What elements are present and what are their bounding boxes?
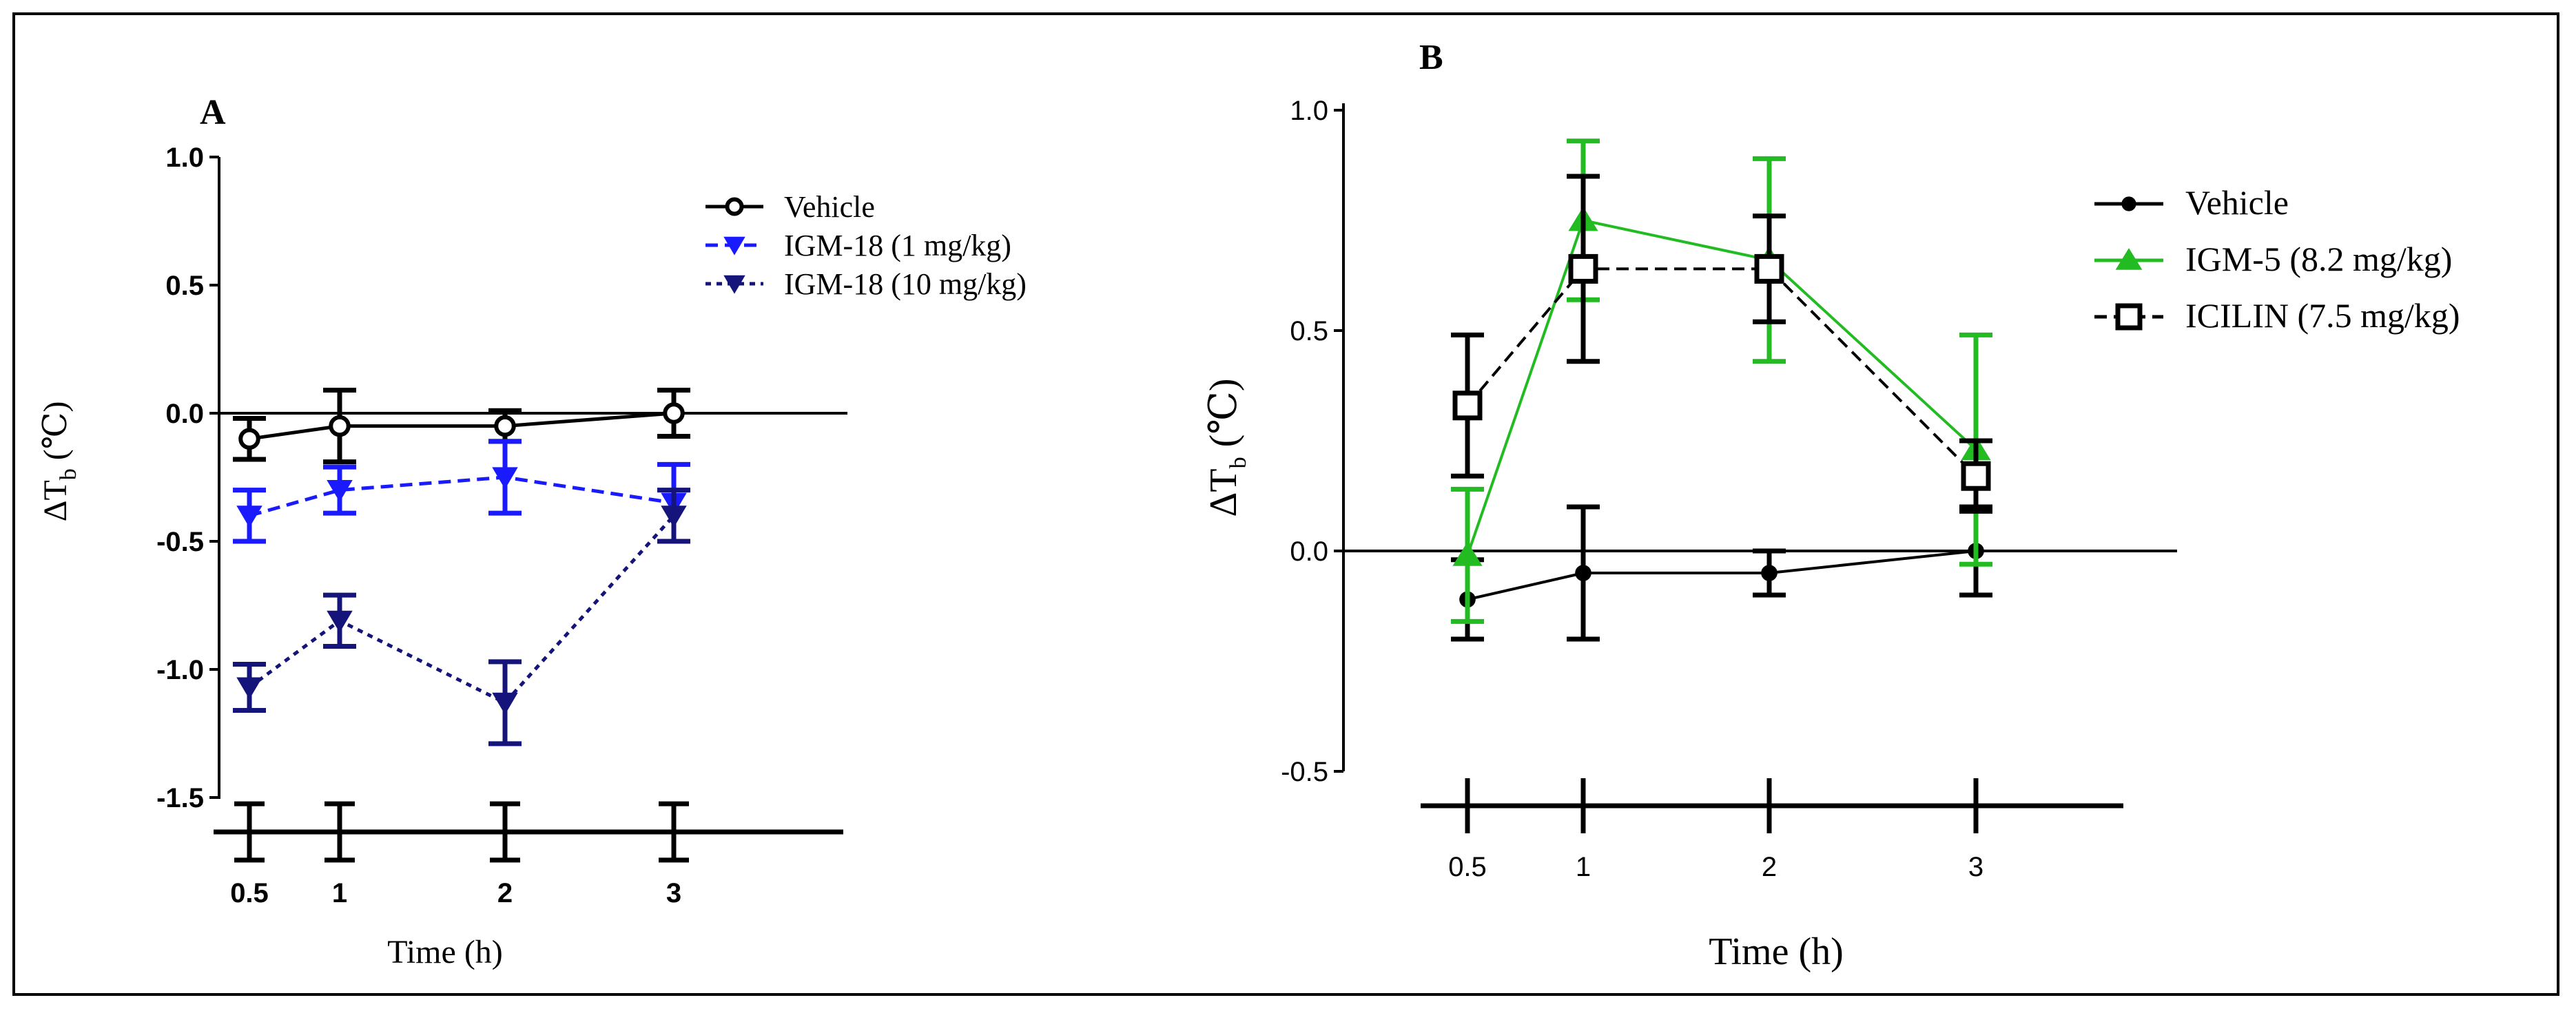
figure-border (12, 12, 2559, 996)
panel-b-series-0 (1451, 504, 1992, 642)
panel-b-x-tick-label: 2 (1762, 852, 1777, 882)
panel-a-x-tick-label: 2 (497, 878, 513, 908)
panel-a-y-tick-label: -0.5 (156, 527, 204, 557)
panel-a-data-point (492, 692, 518, 715)
panel-b-letter: B (1419, 38, 1443, 77)
panel-b-series-line (1467, 550, 1977, 601)
panel-a-data-point (236, 677, 262, 700)
panel-b-legend-label: IGM-5 (8.2 mg/kg) (2185, 240, 2452, 278)
panel-a-series-0 (233, 388, 690, 465)
panel-b-y-axis-title-main: ΔT (1202, 468, 1245, 517)
panel-b-legend-marker (2121, 196, 2136, 211)
panel-b-legend-marker (2115, 248, 2143, 270)
panel-a-x-tick-label: 1 (332, 878, 347, 908)
panel-a-data-point (494, 415, 516, 437)
panel-a-data-point (663, 402, 685, 424)
panel-b-x-tick-label: 1 (1576, 852, 1591, 882)
panel-a-y-axis-title-sub: b (56, 468, 81, 480)
panel-a-series-1 (233, 439, 690, 544)
panel-b-data-point (1761, 565, 1778, 581)
panel-a-y-tick-label: 0.0 (165, 399, 204, 429)
panel-b-legend-label: ICILIN (7.5 mg/kg) (2185, 296, 2460, 335)
panel-a-data-point (492, 467, 518, 490)
panel-b-data-point (1575, 565, 1591, 581)
panel-b-data-point (1452, 390, 1483, 421)
panel-a-y-tick-label: -1.5 (156, 783, 204, 813)
panel-a-series-line (249, 411, 674, 441)
panel-a-legend-label: IGM-18 (10 mg/kg) (784, 267, 1027, 301)
panel-b-series-1 (1451, 138, 1992, 624)
panel-b-y-tick-label: 1.0 (1290, 96, 1328, 126)
panel-b-series-2 (1451, 174, 1992, 514)
panel-b-legend-label: Vehicle (2185, 183, 2289, 222)
panel-a-data-point (327, 480, 353, 502)
panel-a-y-tick-label: 1.0 (165, 143, 204, 173)
panel-a-x-tick-label: 0.5 (230, 878, 269, 908)
panel-b-y-axis-title-unit: (℃) (1202, 378, 1245, 457)
panel-a-legend-label: Vehicle (784, 190, 875, 224)
panel-a-legend-marker (723, 236, 745, 256)
panel-a-legend-label: IGM-18 (1 mg/kg) (784, 229, 1011, 262)
panel-b-y-tick-label: 0.0 (1290, 536, 1328, 567)
panel-b-data-point (1961, 461, 1991, 491)
panel-a-data-point (327, 610, 353, 633)
panel-a-series-line (249, 475, 674, 518)
panel-a-data-point (661, 506, 687, 528)
panel-a-letter: A (200, 93, 226, 132)
panel-a-series-2 (233, 488, 690, 747)
panel-b-x-tick-label: 3 (1968, 852, 1983, 882)
panel-a-legend-marker (725, 197, 744, 216)
panel-b-legend-marker (2115, 303, 2143, 331)
panel-a-data-point (238, 428, 260, 450)
panel-a-x-tick-label: 3 (666, 878, 681, 908)
panel-b-x-tick-label: 0.5 (1448, 852, 1487, 882)
panel-b-y-tick-label: 0.5 (1290, 316, 1328, 346)
panel-b-data-point (1452, 541, 1483, 566)
panel-a-data-point (329, 415, 351, 437)
panel-b-x-axis-title: Time (h) (1709, 930, 1844, 973)
panel-a-y-tick-label: 0.5 (165, 271, 204, 301)
panel-a-legend-marker (723, 275, 745, 294)
panel-a-y-axis-title: ΔTb (℃) (37, 402, 81, 522)
panel-b-y-axis-title: ΔTb (℃) (1202, 378, 1251, 517)
panel-a-series-line (248, 514, 675, 705)
panel-b-y-tick-label: -0.5 (1281, 757, 1328, 787)
panel-b-series-line (1466, 267, 1977, 477)
panel-b-data-point (1754, 253, 1784, 284)
panel-b: B 1.0 0.5 0.0 -0.5 0.5 1 2 3 Time (h) ΔTb (℃) Vehic… (1202, 38, 2460, 973)
panel-a-x-axis-title: Time (h) (387, 934, 503, 970)
panel-a-y-axis-title-main: ΔT (37, 480, 74, 521)
panel-a-data-point (236, 506, 262, 528)
panel-a-y-axis-title-unit: (℃) (37, 402, 74, 469)
panel-a: A 1.0 0.5 0.0 -0.5 -1.0 -1.5 0.5 1 2 3 Time (h) ΔTb … (37, 93, 1027, 970)
panel-b-series-line (1466, 218, 1977, 556)
panel-a-y-tick-label: -1.0 (156, 655, 204, 685)
panel-b-y-axis-title-sub: b (1226, 457, 1251, 468)
panel-b-data-point (1568, 253, 1598, 284)
